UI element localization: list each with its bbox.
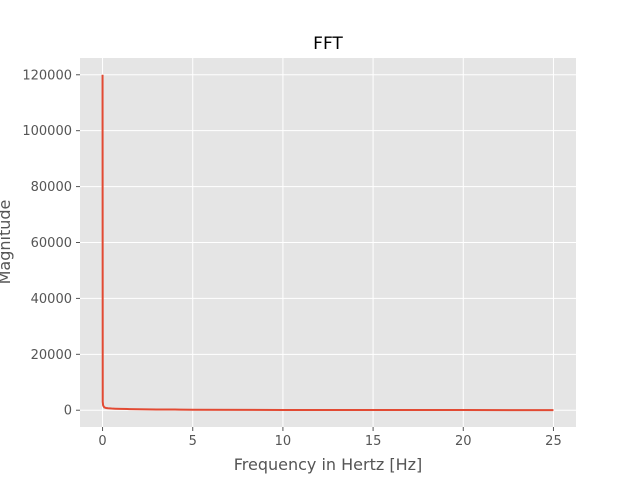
y-tick-label: 60000 [31,236,72,251]
tick-labels: 0 5 10 15 20 25 0 20000 40000 60000 80000 100000 120… [22,68,561,449]
chart-title: FFT [313,34,343,54]
grid-lines [80,58,576,427]
x-tick-label: 5 [189,434,197,449]
y-axis-label: Magnitude [0,200,14,285]
y-tick-label: 120000 [22,68,72,83]
x-tick-label: 25 [545,434,562,449]
y-tick-label: 40000 [31,292,72,307]
series-layer [101,74,554,412]
fft-series-line [101,74,554,412]
x-tick-label: 20 [455,434,472,449]
y-tick-label: 100000 [22,124,72,139]
y-tick-label: 20000 [31,348,72,363]
y-tick-label: 80000 [31,180,72,195]
x-tick-label: 10 [275,434,292,449]
x-tick-label: 0 [98,434,106,449]
y-tick-label: 0 [64,404,72,419]
x-axis-label: Frequency in Hertz [Hz] [234,455,423,474]
x-tick-label: 15 [365,434,382,449]
